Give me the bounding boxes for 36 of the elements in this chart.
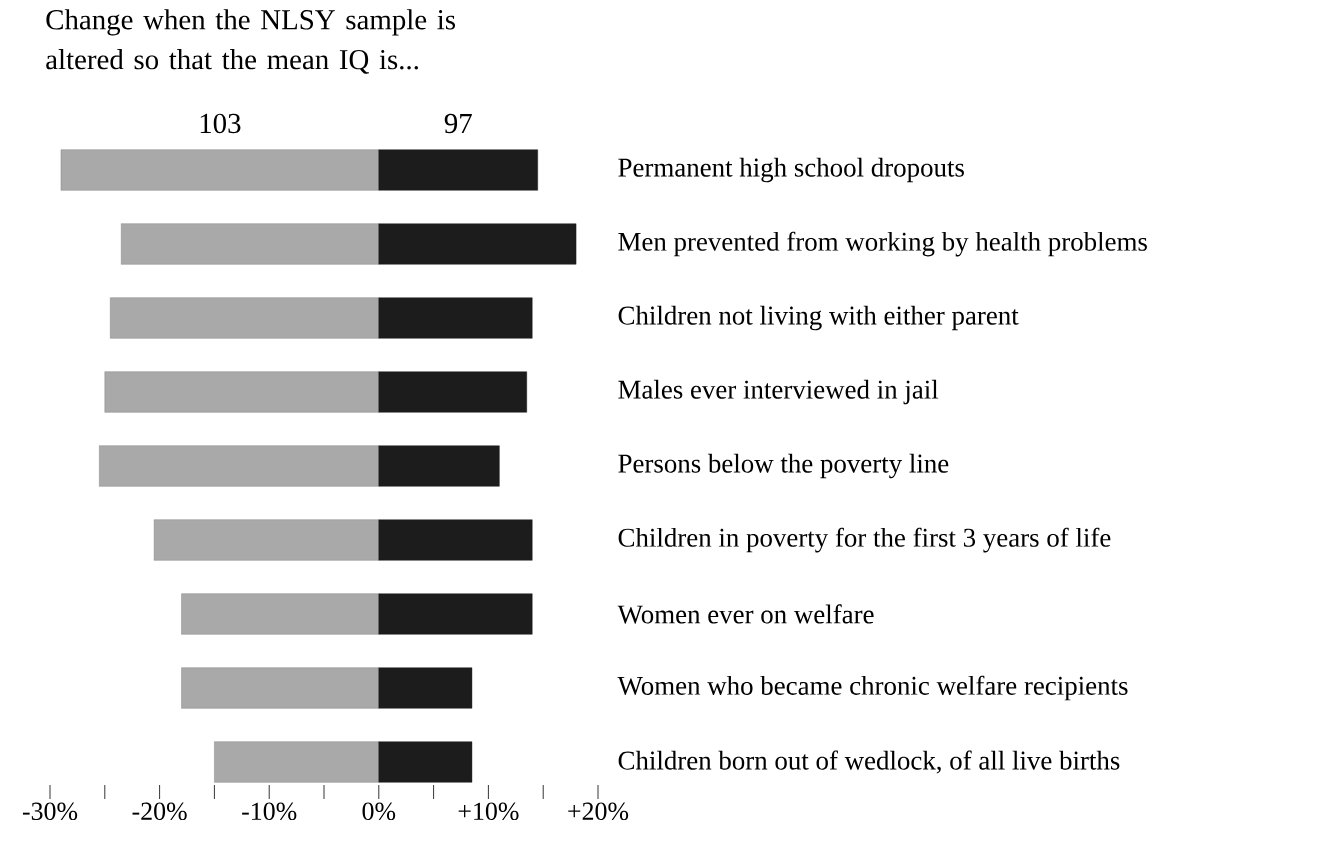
- series-label: 103: [200, 113, 241, 134]
- bar: [378, 371, 527, 413]
- y-tick-label: Children not living with either parent: [618, 305, 1019, 331]
- bar: [378, 593, 533, 635]
- y-tick-label: Women ever on welfare: [617, 604, 874, 624]
- x-tick-label: 0%: [362, 802, 396, 821]
- x-tick-label: -10%: [242, 802, 297, 821]
- x-tick-label: -30%: [22, 802, 78, 821]
- y-tick-label: Women who became chronic welfare recipients: [617, 675, 1128, 701]
- y-tick-label: Men prevented from working by health problems: [618, 231, 1147, 257]
- bar: [104, 371, 379, 413]
- bar: [378, 297, 533, 339]
- series-label: 97: [444, 113, 472, 134]
- bar: [110, 297, 379, 339]
- y-tick-label: Children in poverty for the first 3 years of life: [618, 527, 1111, 553]
- bar: [121, 223, 379, 265]
- bar: [60, 149, 379, 191]
- bar: [99, 445, 379, 487]
- bar: [378, 223, 577, 265]
- bar: [181, 667, 379, 709]
- bar: [153, 519, 379, 561]
- x-tick-label: +10%: [458, 802, 519, 821]
- bar: [214, 741, 379, 783]
- y-tick-label: Permanent high school dropouts: [618, 157, 964, 183]
- bar: [378, 519, 533, 561]
- x-tick-label: -20%: [132, 802, 187, 821]
- y-tick-label: Persons below the poverty line: [618, 453, 949, 479]
- chart-title: Change when the NLSY sample is altered so that the mean IQ is...: [46, 9, 455, 74]
- y-tick-label: Males ever interviewed in jail: [618, 379, 939, 405]
- bar: [378, 741, 473, 783]
- bar: [378, 149, 538, 191]
- y-tick-label: Children born out of wedlock, of all live births: [618, 750, 1120, 774]
- bar: [378, 667, 473, 709]
- bar: [181, 593, 379, 635]
- x-tick-label: +20%: [568, 802, 629, 821]
- bar: [378, 445, 500, 487]
